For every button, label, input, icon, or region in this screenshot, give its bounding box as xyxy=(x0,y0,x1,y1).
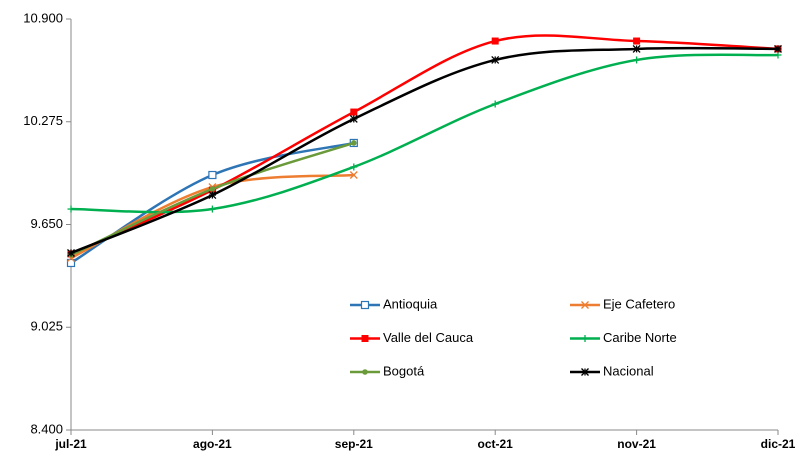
point xyxy=(633,56,641,64)
point-part xyxy=(633,37,641,45)
legend-marker xyxy=(361,335,369,342)
x-tick-label: dic-21 xyxy=(761,437,796,451)
legend-label: Eje Cafetero xyxy=(603,296,675,311)
point-part xyxy=(66,258,76,268)
point xyxy=(67,205,75,213)
x-tick-label: jul-21 xyxy=(54,437,87,451)
point-part xyxy=(209,186,216,192)
y-tick-label: 8.400 xyxy=(30,421,63,436)
point xyxy=(491,55,500,64)
legend-marker xyxy=(362,369,368,375)
point xyxy=(632,44,641,53)
point xyxy=(349,171,358,179)
legend-marker xyxy=(581,368,589,376)
point-part xyxy=(349,171,358,179)
point xyxy=(208,170,217,180)
point xyxy=(209,186,216,192)
y-tick-label: 9.025 xyxy=(30,319,63,334)
legend-marker-part xyxy=(360,300,370,310)
y-tick-label: 10.275 xyxy=(23,113,63,128)
point xyxy=(208,205,216,213)
x-tick-label: sep-21 xyxy=(335,437,373,451)
series-line xyxy=(70,34,779,256)
point xyxy=(491,100,499,108)
legend-marker xyxy=(360,300,370,310)
point xyxy=(349,114,358,123)
series-line xyxy=(70,46,779,255)
series-line xyxy=(70,53,779,214)
legend-label: Bogotá xyxy=(383,363,425,378)
point xyxy=(774,51,782,59)
x-tick-label: ago-21 xyxy=(193,437,232,451)
legend-marker xyxy=(581,335,589,342)
point xyxy=(774,44,782,53)
point xyxy=(66,258,76,268)
point xyxy=(491,37,499,45)
legend-marker-part xyxy=(362,369,368,375)
legend-label: Valle del Cauca xyxy=(383,330,474,345)
point xyxy=(351,140,357,146)
point xyxy=(67,248,75,257)
point xyxy=(350,163,358,171)
point-part xyxy=(491,37,499,45)
series-line xyxy=(70,141,355,257)
point-part xyxy=(208,170,217,180)
legend-label: Nacional xyxy=(603,363,654,378)
legend-marker-part xyxy=(581,301,589,309)
point-part xyxy=(351,140,357,146)
point xyxy=(350,108,358,116)
x-tick-label: nov-21 xyxy=(617,437,656,451)
x-tick-label: oct-21 xyxy=(478,437,514,451)
y-tick-label: 10.900 xyxy=(23,10,63,25)
y-tick-label: 9.650 xyxy=(30,216,63,231)
legend-marker xyxy=(581,301,589,309)
legend-label: Caribe Norte xyxy=(603,330,677,345)
legend-marker-part xyxy=(361,335,369,342)
point-part xyxy=(350,108,358,116)
point xyxy=(208,191,217,200)
point xyxy=(633,37,641,45)
legend-label: Antioquia xyxy=(383,296,438,311)
series-line xyxy=(70,141,355,265)
